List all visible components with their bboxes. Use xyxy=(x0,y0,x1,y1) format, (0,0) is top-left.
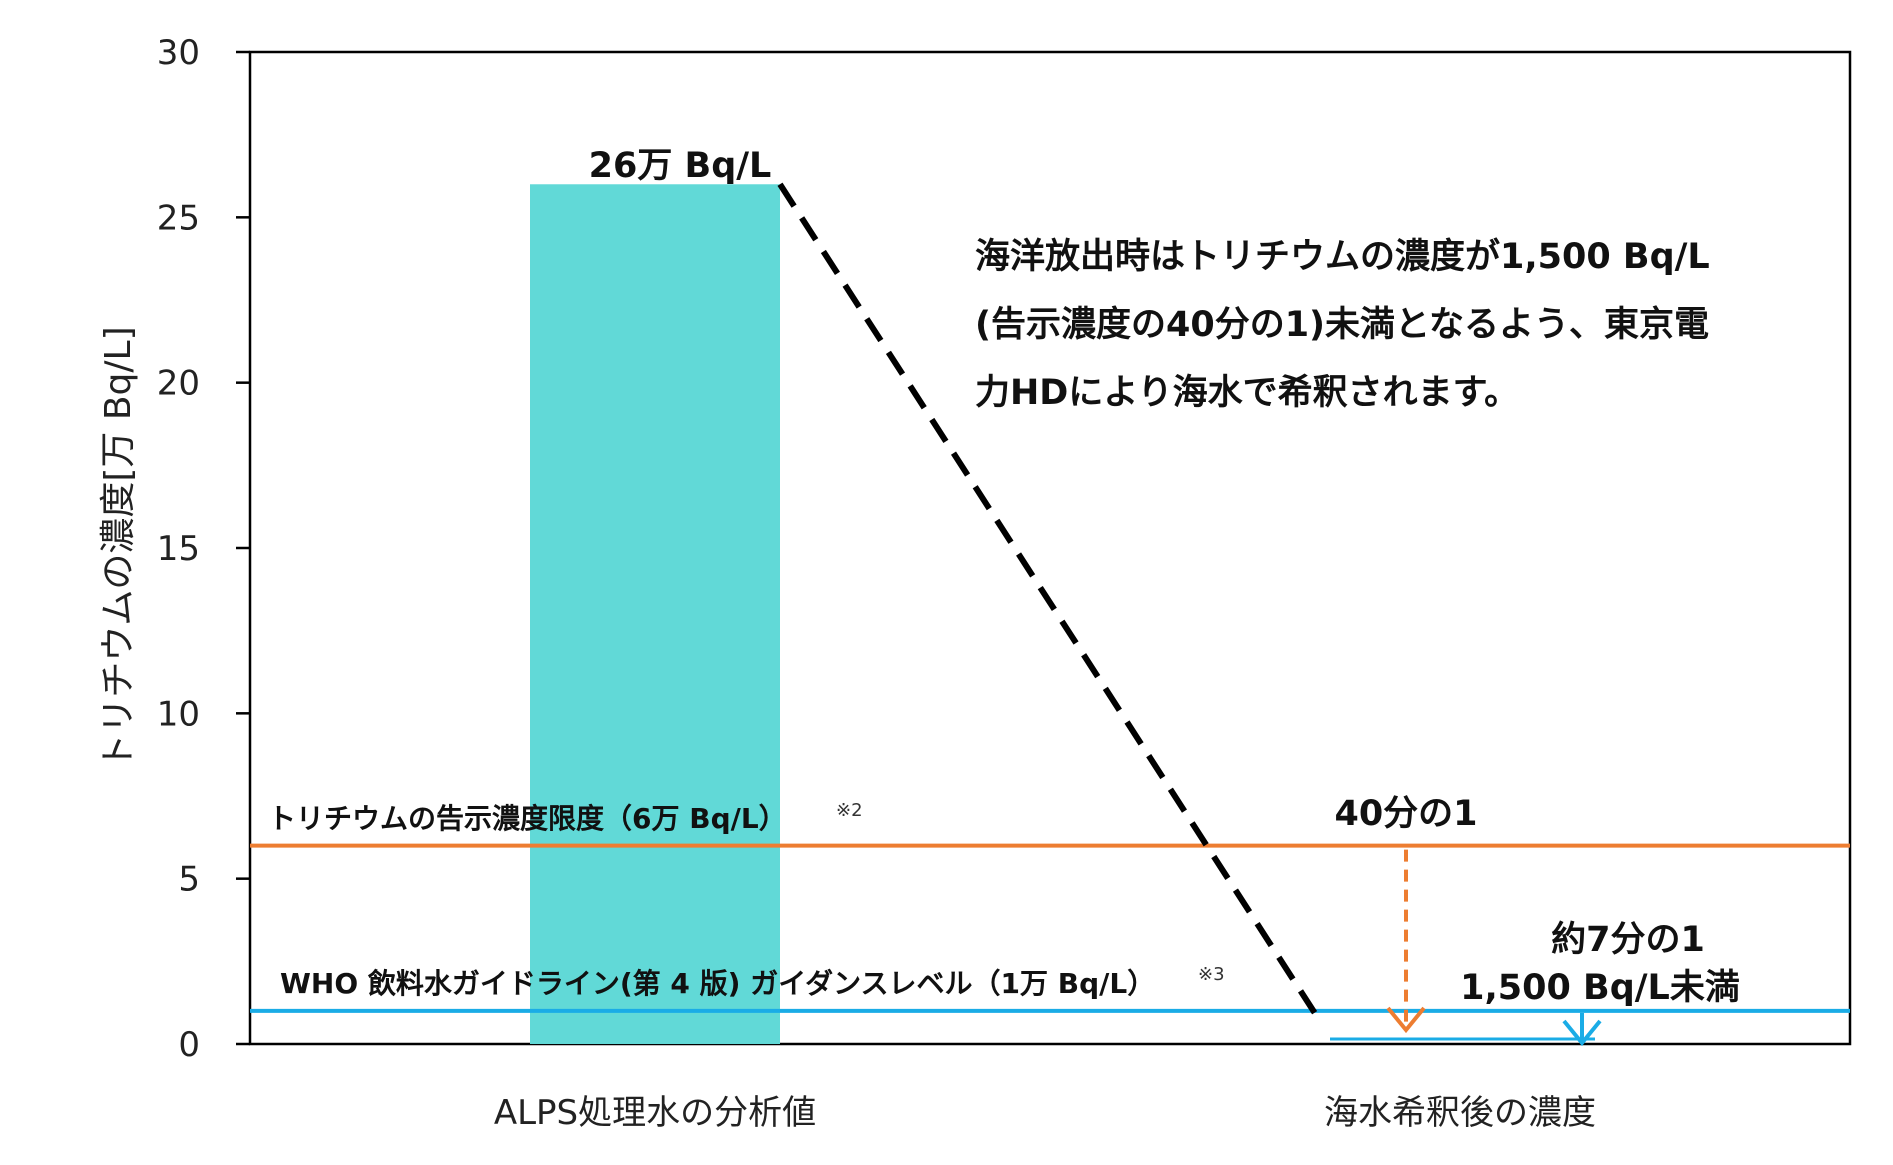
arrow-head xyxy=(1562,1019,1602,1047)
y-tick-label: 0 xyxy=(178,1025,200,1065)
plot-frame xyxy=(248,50,1852,1046)
reference-label-who: WHO 飲料水ガイドライン(第 4 版) ガイダンスレベル（1万 Bq/L） xyxy=(280,967,1155,1000)
bar-value-label: 26万 Bq/L xyxy=(589,146,772,186)
arrow-blue xyxy=(1562,1012,1602,1047)
arrow-orange xyxy=(1386,849,1426,1034)
y-axis-ticks: 0 5 10 15 20 25 30 xyxy=(157,33,250,1065)
y-tick-label: 5 xyxy=(178,860,200,900)
ratio-label-blue: 約7分の1 xyxy=(1551,920,1705,960)
reference-note-regulatory-limit: ※2 xyxy=(836,800,863,821)
annotation-line-1: 海洋放出時はトリチウムの濃度が1,500 Bq/L xyxy=(975,237,1710,277)
y-tick-label: 30 xyxy=(157,33,200,73)
y-tick-label: 25 xyxy=(157,198,200,238)
reference-note-who: ※3 xyxy=(1198,964,1225,985)
category-label-alps: ALPS処理水の分析値 xyxy=(494,1093,816,1133)
after-dilution-value-label: 1,500 Bq/L未満 xyxy=(1460,968,1740,1008)
y-axis-label: トリチウムの濃度[万 Bq/L] xyxy=(98,326,139,769)
ratio-label-orange: 40分の1 xyxy=(1334,794,1477,834)
reference-label-regulatory-limit: トリチウムの告示濃度限度（6万 Bq/L） xyxy=(268,802,787,835)
dilution-dashed-line xyxy=(777,182,1321,1020)
bar-alps-treated-water xyxy=(530,184,780,1044)
arrow-head xyxy=(1386,1006,1426,1034)
y-tick-label: 20 xyxy=(157,364,200,404)
y-tick-label: 10 xyxy=(157,694,200,734)
annotation-line-2: (告示濃度の40分の1)未満となるよう、東京電 xyxy=(975,304,1709,345)
y-tick-label: 15 xyxy=(157,529,200,569)
annotation-line-3: 力HDにより海水で希釈されます。 xyxy=(975,373,1519,413)
category-label-diluted: 海水希釈後の濃度 xyxy=(1324,1093,1596,1133)
